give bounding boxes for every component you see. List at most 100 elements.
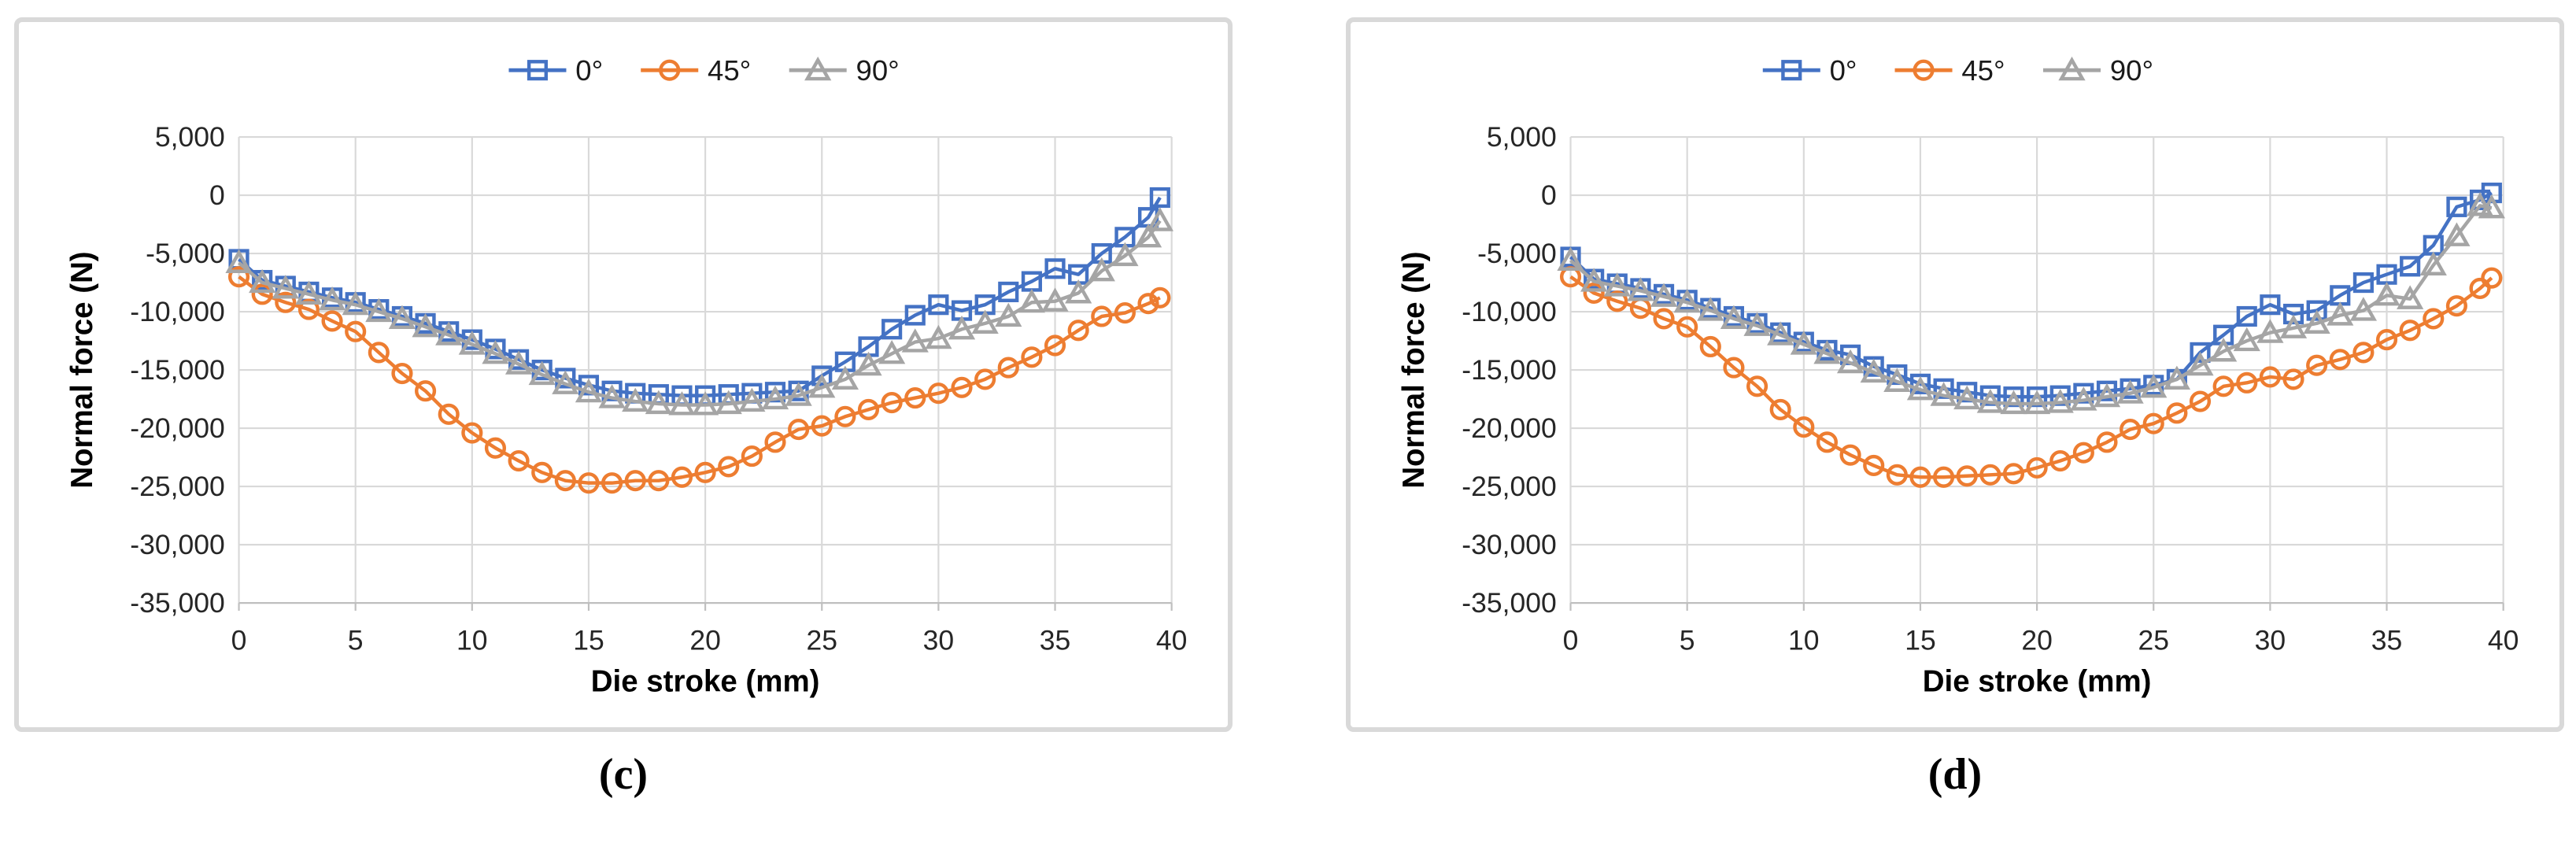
triangle-marker: [622, 387, 649, 412]
triangle-marker: [2443, 222, 2471, 246]
circle-marker: [1606, 290, 1628, 312]
circle-marker: [1746, 375, 1768, 397]
triangle-marker: [878, 339, 906, 364]
square-marker-icon: [527, 60, 549, 81]
triangle-marker: [1065, 279, 1092, 304]
legend-item-deg90: 90°: [789, 54, 900, 87]
circle-marker: [1979, 464, 2001, 486]
circle-marker: [1886, 464, 1908, 486]
series-deg90: [1557, 192, 2505, 415]
circle-marker: [1793, 416, 1815, 438]
circle-marker: [788, 419, 810, 441]
series-deg45: [227, 266, 1171, 494]
triangle-marker: [668, 391, 696, 416]
triangle-marker: [831, 365, 859, 390]
y-tick-label: -35,000: [130, 587, 224, 619]
circle-marker: [1653, 308, 1675, 330]
triangle-marker: [342, 290, 369, 316]
triangle-marker: [2093, 382, 2121, 408]
circle-marker: [1044, 334, 1066, 357]
series-markers-deg90: [1557, 192, 2505, 415]
series-line-deg90: [238, 220, 1162, 407]
y-axis-title: Normal force (N): [65, 251, 99, 488]
triangle-marker: [1627, 277, 1654, 301]
series-line-deg0: [1569, 191, 2493, 399]
triangle-marker: [901, 328, 929, 353]
series-deg90: [225, 207, 1173, 416]
x-tick-label: 40: [1156, 624, 1188, 656]
square-marker: [2282, 303, 2304, 325]
triangle-marker: [1697, 297, 1724, 321]
y-tick-label: -35,000: [1462, 587, 1556, 619]
triangle-marker: [1860, 358, 1887, 383]
subfigure-label-c: (c): [598, 750, 649, 799]
triangle-marker: [1673, 288, 1701, 313]
chart-c-svg: 0 5 10 15 20 25 30 35 40 5,000 0 -5,000 -10,000 -15,0…: [65, 54, 1188, 699]
circle-marker: [694, 461, 716, 483]
triangle-marker: [388, 305, 416, 330]
triangle-marker: [715, 390, 742, 415]
square-marker: [2400, 256, 2421, 277]
circle-marker: [251, 283, 273, 305]
legend-item-deg45: 45°: [1894, 54, 2005, 87]
circle-marker: [2049, 449, 2072, 472]
circle-marker: [718, 456, 740, 478]
circle-marker: [2072, 442, 2094, 464]
triangle-marker: [575, 378, 603, 403]
triangle-marker: [2000, 390, 2027, 415]
triangle-marker: [2373, 281, 2400, 306]
legend-label: 0°: [1830, 54, 1857, 87]
x-tick-label: 15: [573, 624, 604, 656]
x-tick-label: 40: [2488, 624, 2519, 656]
x-tick-label: 30: [923, 624, 955, 656]
circle-marker: [1769, 398, 1791, 420]
circle-marker: [275, 291, 297, 313]
x-tick-label: 5: [348, 624, 364, 656]
x-axis-title: Die stroke (mm): [591, 665, 820, 699]
square-marker: [881, 319, 903, 340]
x-axis-ticks: [238, 603, 1173, 611]
square-marker-icon: [1781, 60, 1802, 81]
chart-panel-c: 0 5 10 15 20 25 30 35 40 5,000 0 -5,000 -10,000 -15,0…: [14, 17, 1233, 732]
square-marker: [555, 368, 576, 389]
circle-marker: [1863, 454, 1885, 477]
series-markers-deg45: [227, 266, 1171, 494]
triangle-marker: [2327, 301, 2354, 326]
circle-marker: [2189, 390, 2212, 412]
circle-marker: [508, 449, 530, 472]
triangle-marker: [435, 321, 463, 346]
triangle-marker: [2279, 314, 2308, 338]
triangle-marker: [1041, 287, 1069, 312]
circle-marker: [1816, 431, 1839, 453]
triangle-marker: [458, 331, 486, 355]
y-axis-title: Normal force (N): [1397, 251, 1431, 488]
triangle-marker: [808, 373, 836, 398]
series-markers-deg0: [1560, 183, 2502, 408]
triangle-marker: [272, 275, 299, 299]
circle-marker: [1021, 346, 1043, 368]
circle-marker: [2120, 419, 2142, 441]
triangle-marker: [2070, 386, 2097, 411]
triangle-marker: [1930, 382, 1957, 406]
y-tick-label: 5,000: [1487, 121, 1557, 153]
triangle-marker: [691, 391, 719, 416]
legend-label: 0°: [575, 54, 603, 87]
square-marker: [1149, 187, 1170, 209]
triangle-marker: [2303, 309, 2330, 334]
circle-marker: [2352, 342, 2375, 364]
triangle-marker: [2140, 373, 2168, 398]
triangle-marker: [412, 312, 439, 338]
square-marker: [2260, 294, 2281, 316]
legend-label: 90°: [856, 54, 900, 87]
triangle-marker: [2046, 389, 2074, 413]
y-axis-tick-labels: 5,000 0 -5,000 -10,000 -15,000 -20,000 -25,000…: [1462, 121, 1556, 619]
circle-marker-icon: [1913, 59, 1935, 81]
triangle-marker: [1953, 385, 1981, 410]
square-marker: [811, 365, 833, 386]
triangle-marker: [925, 324, 952, 349]
triangle-marker: [995, 302, 1022, 327]
y-tick-label: -20,000: [1462, 412, 1556, 444]
legend-item-deg45: 45°: [641, 54, 751, 87]
circle-marker: [554, 470, 576, 492]
circle-marker: [601, 472, 623, 494]
